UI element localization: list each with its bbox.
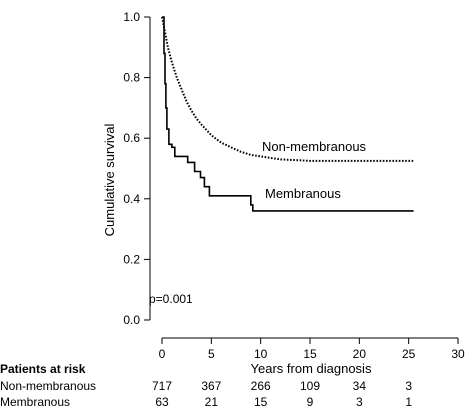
series-label-membranous: Membranous [265, 186, 341, 201]
risk-row-label-non-membranous: Non-membranous [0, 379, 96, 393]
y-tick-label: 0.4 [123, 192, 140, 206]
series-label-non-membranous: Non-membranous [262, 139, 367, 154]
series-layer [161, 16, 414, 212]
x-tick-label: 0 [159, 347, 166, 361]
risk-count-cell: 3 [405, 379, 412, 393]
x-tick-label: 30 [451, 347, 465, 361]
y-ticks: 0.0 0.2 0.4 0.6 0.8 1.0 [123, 10, 150, 327]
y-axis-title: Cumulative survival [102, 124, 117, 237]
y-tick-label: 0.8 [123, 71, 140, 85]
risk-row-label-membranous: Membranous [0, 395, 70, 409]
risk-count-cell: 717 [152, 379, 172, 393]
y-tick-label: 0.0 [123, 313, 140, 327]
x-tick-label: 25 [402, 347, 416, 361]
series-line-membranous [162, 16, 414, 212]
x-ticks: 0 5 10 15 20 25 30 [159, 338, 465, 361]
risk-count-cell: 109 [300, 379, 320, 393]
y-tick-label: 1.0 [123, 10, 140, 24]
x-tick-label: 15 [303, 347, 317, 361]
risk-count-cell: 34 [353, 379, 367, 393]
x-axis-title: Years from diagnosis [251, 361, 372, 376]
series-line-non-membranous [161, 16, 414, 162]
risk-count-cell: 3 [356, 395, 363, 409]
risk-count-cell: 15 [254, 395, 268, 409]
x-tick-label: 5 [208, 347, 215, 361]
y-tick-label: 0.2 [123, 252, 140, 266]
axes: 0.0 0.2 0.4 0.6 0.8 1.0 0 5 10 15 20 25 30 [123, 10, 465, 361]
risk-count-cell: 21 [205, 395, 219, 409]
risk-table: Patients at risk Non-membranous Membrano… [0, 362, 412, 409]
risk-counts: 717 367 266 109 34 3 63 21 15 9 3 1 [152, 379, 412, 409]
x-tick-label: 10 [254, 347, 268, 361]
risk-count-cell: 9 [307, 395, 314, 409]
risk-table-title: Patients at risk [0, 362, 86, 376]
p-value-annotation: p=0.001 [149, 292, 193, 306]
risk-count-cell: 266 [251, 379, 271, 393]
risk-count-cell: 367 [201, 379, 221, 393]
y-tick-label: 0.6 [123, 131, 140, 145]
risk-count-cell: 1 [405, 395, 412, 409]
risk-count-cell: 63 [155, 395, 169, 409]
x-tick-label: 20 [353, 347, 367, 361]
